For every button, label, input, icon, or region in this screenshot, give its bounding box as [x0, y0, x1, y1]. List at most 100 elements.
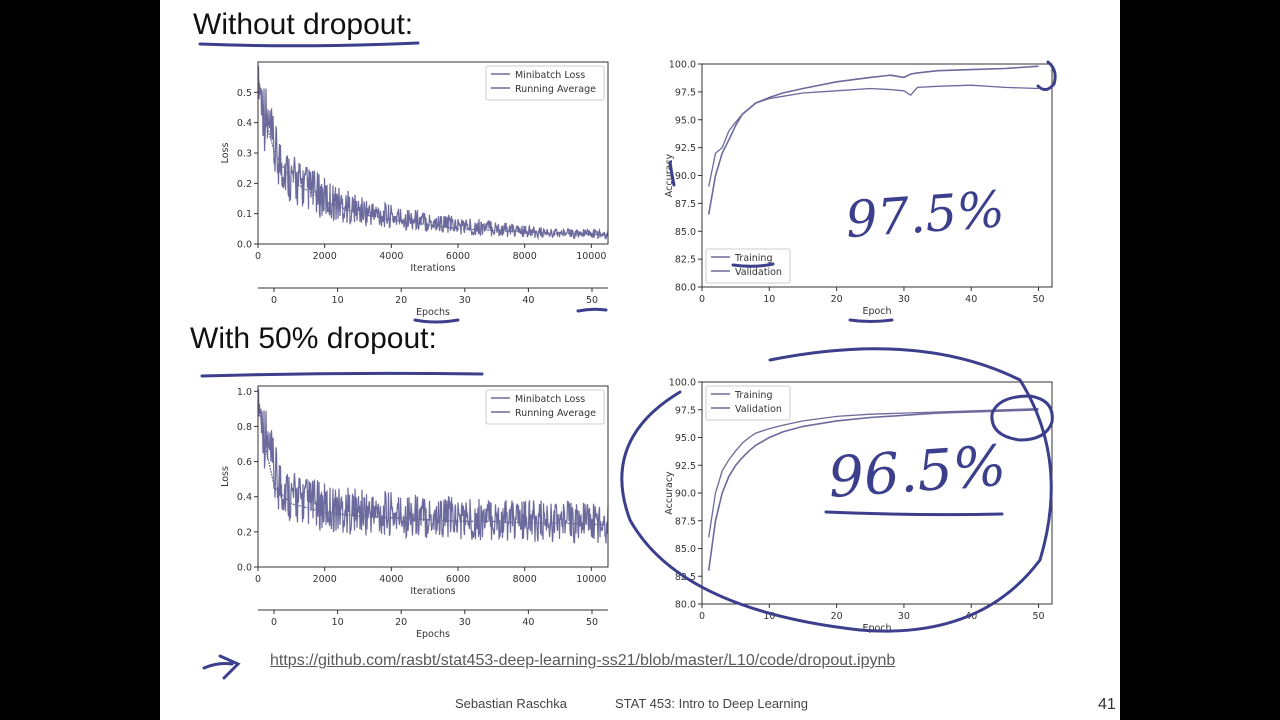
y-tick-label: 0.1: [237, 209, 252, 220]
y-tick-label: 85.0: [675, 544, 696, 555]
x-tick-label: 20: [831, 294, 843, 305]
x-axis-label: Epoch: [862, 306, 891, 317]
y-tick-label: 92.5: [675, 143, 696, 154]
x-tick-label: 30: [898, 294, 910, 305]
y-tick-label: 1.0: [237, 387, 252, 398]
x-tick-label: 8000: [513, 574, 537, 585]
y-tick-label: 0.6: [237, 457, 252, 468]
accuracy-chart-no-dropout: 0 10 20 30 40 50 80.0 82.5 85.0 87.5 90.0 92.5 95.0 9…: [664, 60, 1053, 317]
footer-course: STAT 453: Intro to Deep Learning: [615, 696, 808, 711]
y-tick-label: 95.0: [675, 433, 696, 444]
series-line: [707, 65, 1039, 215]
plot-frame: [257, 385, 609, 568]
x-tick-label: 30: [898, 611, 910, 622]
y-tick-label: 0.8: [237, 422, 252, 433]
y-tick-label: 0.0: [237, 240, 252, 251]
y-tick-label: 82.5: [675, 572, 696, 583]
epoch-tick-label: 30: [459, 617, 471, 628]
epoch-tick-label: 40: [522, 295, 534, 306]
y-tick-label: 82.5: [675, 255, 696, 266]
y-axis-label: Loss: [220, 143, 231, 164]
loss-chart-no-dropout: 0 2000 4000 6000 8000 10000 0.0 0.1 0.2 0.3 0.4 0.5…: [220, 61, 609, 318]
series-line: [257, 77, 609, 236]
epoch-tick-label: 40: [522, 617, 534, 628]
series-line: [708, 407, 1039, 538]
legend-label: Minibatch Loss: [515, 394, 585, 405]
plot-frame: [701, 63, 1053, 288]
x-axis-label: Epoch: [862, 623, 891, 634]
y-tick-label: 100.0: [669, 378, 696, 389]
legend-label: Running Average: [515, 84, 596, 95]
y-axis-label: Loss: [220, 466, 231, 487]
y-tick-label: 0.3: [237, 149, 252, 160]
series-line: [708, 84, 1039, 187]
x-tick-label: 10: [763, 611, 775, 622]
y-tick-label: 0.0: [237, 563, 252, 574]
series-line: [707, 409, 1039, 571]
x-tick-label: 10000: [576, 251, 606, 262]
x-tick-label: 6000: [446, 574, 470, 585]
legend-label: Validation: [735, 404, 782, 415]
x-tick-label: 10000: [576, 574, 606, 585]
y-tick-label: 97.5: [675, 87, 696, 98]
y-tick-label: 80.0: [675, 283, 696, 294]
x-tick-label: 50: [1032, 294, 1044, 305]
epoch-tick-label: 0: [271, 617, 277, 628]
epoch-tick-label: 0: [271, 295, 277, 306]
x-tick-label: 40: [965, 294, 977, 305]
x-tick-label: 0: [699, 294, 705, 305]
y-tick-label: 90.0: [675, 489, 696, 500]
y-tick-label: 90.0: [675, 171, 696, 182]
y-tick-label: 95.0: [675, 115, 696, 126]
x-tick-label: 4000: [379, 574, 403, 585]
y-tick-label: 85.0: [675, 227, 696, 238]
legend-label: Validation: [735, 267, 782, 278]
y-tick-label: 0.2: [237, 179, 252, 190]
y-tick-label: 80.0: [675, 600, 696, 611]
epoch-tick-label: 50: [586, 617, 598, 628]
series-minibatch-loss: [257, 65, 609, 240]
legend-label: Running Average: [515, 408, 596, 419]
x-tick-label: 2000: [313, 251, 337, 262]
series-line: [257, 400, 609, 526]
x-axis-label: Iterations: [410, 586, 455, 597]
legend-label: Training: [734, 390, 773, 401]
x-tick-label: 0: [699, 611, 705, 622]
legend-label: Minibatch Loss: [515, 70, 585, 81]
slide: Without dropout: With 50% dropout: 0 2000…: [160, 0, 1120, 720]
plot-frame: [257, 61, 609, 245]
x-tick-label: 0: [255, 251, 261, 262]
y-tick-label: 0.4: [237, 492, 252, 503]
x-tick-label: 6000: [446, 251, 470, 262]
accuracy-chart-dropout: 0 10 20 30 40 50 80.0 82.5 85.0 87.5 90.0 92.5 95.0 9…: [664, 378, 1053, 634]
series-minibatch-loss: [257, 389, 609, 544]
legend-box: [485, 65, 605, 101]
legend-label: Training: [734, 253, 773, 264]
epoch-axis-label: Epochs: [416, 307, 450, 318]
legend-box: [485, 389, 605, 425]
x-tick-label: 20: [831, 611, 843, 622]
epoch-tick-label: 10: [332, 617, 344, 628]
footer-author: Sebastian Raschka: [455, 696, 568, 711]
y-tick-label: 97.5: [675, 405, 696, 416]
y-axis-label: Accuracy: [664, 471, 675, 515]
x-tick-label: 4000: [379, 251, 403, 262]
x-tick-label: 10: [763, 294, 775, 305]
x-axis-label: Iterations: [410, 263, 455, 274]
y-tick-label: 0.4: [237, 118, 252, 129]
y-tick-label: 92.5: [675, 461, 696, 472]
epoch-tick-label: 20: [395, 295, 407, 306]
notebook-link[interactable]: https://github.com/rasbt/stat453-deep-le…: [270, 652, 896, 669]
y-tick-label: 0.2: [237, 527, 252, 538]
epoch-tick-label: 30: [459, 295, 471, 306]
y-tick-label: 87.5: [675, 516, 696, 527]
page-number: 41: [1098, 696, 1116, 713]
epoch-tick-label: 10: [332, 295, 344, 306]
loss-chart-dropout: 0 2000 4000 6000 8000 10000 0.0 0.2 0.4 0.6 0.8 1.0…: [220, 385, 609, 640]
epoch-tick-label: 20: [395, 617, 407, 628]
epoch-axis-label: Epochs: [416, 629, 450, 640]
y-tick-label: 0.5: [237, 88, 252, 99]
x-tick-label: 2000: [313, 574, 337, 585]
x-tick-label: 50: [1032, 611, 1044, 622]
y-tick-label: 87.5: [675, 199, 696, 210]
